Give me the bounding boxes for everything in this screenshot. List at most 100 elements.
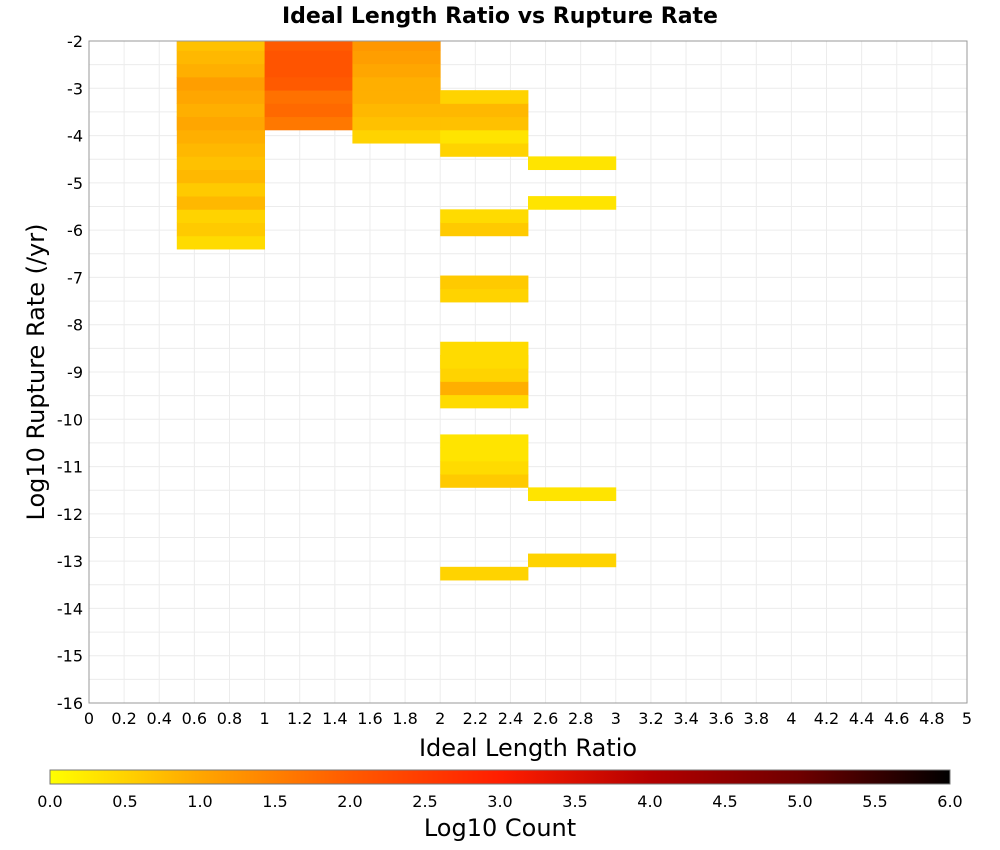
heatmap-cell [177, 24, 265, 38]
heatmap-cell [440, 434, 529, 449]
heatmap-cell [352, 116, 441, 131]
heatmap-cell [528, 553, 617, 568]
colorbar [49, 769, 951, 785]
heatmap-cell [440, 129, 529, 144]
heatmap-cell [264, 103, 353, 118]
heatmap-cell [704, 747, 792, 761]
heatmap-cell [352, 129, 441, 144]
heatmap-cell [440, 474, 529, 488]
colorbar-tick-label: 0.0 [37, 792, 62, 811]
heatmap-cell [176, 129, 265, 144]
x-tick-label: 3.4 [673, 709, 698, 728]
heatmap-cell [176, 169, 265, 184]
heatmap-cell [176, 103, 265, 118]
heatmap-cell [440, 460, 529, 475]
x-tick-label: 3.2 [638, 709, 663, 728]
heatmap-cell [528, 196, 617, 210]
x-tick-label: 0.6 [182, 709, 207, 728]
x-tick-label: 4.6 [884, 709, 909, 728]
heatmap-cell [264, 76, 353, 91]
chart-title: Ideal Length Ratio vs Rupture Rate [282, 4, 718, 29]
heatmap-cell [528, 487, 617, 502]
heatmap-cell [440, 116, 529, 131]
x-tick-label: 1.8 [392, 709, 417, 728]
heatmap-cell [440, 209, 529, 223]
heatmap-cell [176, 235, 265, 250]
x-tick-label: 3.8 [744, 709, 769, 728]
heatmap-cell [176, 63, 265, 78]
colorbar-tick-labels: 0.0 0.5 1.0 1.5 2.0 2.5 3.0 3.5 4.0 4.5 5.0 5.5 6.0 [37, 792, 962, 811]
heatmap-cell [177, 11, 265, 25]
heatmap-cell [440, 103, 529, 118]
heatmap-cell [176, 90, 265, 104]
y-tick-label: -9 [67, 363, 83, 382]
heatmap-cell [176, 76, 265, 91]
x-tick-label: 0.4 [147, 709, 172, 728]
heatmap-cell [352, 76, 441, 91]
colorbar-tick-label: 2.0 [337, 792, 362, 811]
x-tick-label: 4.2 [814, 709, 839, 728]
y-tick-label: -2 [67, 32, 83, 51]
x-tick-label: 1.6 [357, 709, 382, 728]
y-tick-label: -12 [57, 505, 83, 524]
heatmap-cell [264, 50, 353, 65]
heatmap-cell [440, 275, 529, 290]
y-tick-label: -13 [57, 552, 83, 571]
colorbar-tick-label: 4.5 [712, 792, 737, 811]
heatmap-cell [264, 90, 353, 104]
heatmap-cell [177, 11, 265, 25]
x-tick-label: 0.8 [217, 709, 242, 728]
heatmap-cells [176, 11, 792, 761]
heatmap-cell [176, 143, 265, 157]
heatmap-cell [440, 394, 529, 409]
heatmap-cell [176, 50, 265, 65]
heatmap-cell [176, 222, 265, 237]
heatmap-cell [440, 381, 529, 396]
x-tick-label: 2.4 [498, 709, 523, 728]
y-tick-label: -10 [57, 410, 83, 429]
y-tick-label: -11 [57, 458, 83, 477]
y-tick-label: -6 [67, 221, 83, 240]
heatmap-cell [528, 156, 617, 171]
x-tick-label: 4.8 [919, 709, 944, 728]
heatmap-cell [264, 116, 353, 131]
x-tick-label: 4.4 [849, 709, 874, 728]
colorbar-tick-label: 1.5 [262, 792, 287, 811]
heatmap-cell [264, 63, 353, 78]
x-tick-label: 2.8 [568, 709, 593, 728]
x-tick-label: 1.4 [322, 709, 347, 728]
y-tick-label: -5 [67, 174, 83, 193]
heatmap-cell [440, 222, 529, 237]
colorbar-tick-label: 3.5 [562, 792, 587, 811]
x-tick-label: 1.2 [287, 709, 312, 728]
heatmap-cell [440, 566, 529, 581]
colorbar-tick-label: 3.0 [487, 792, 512, 811]
colorbar-tick-label: 6.0 [937, 792, 962, 811]
heatmap-cell [352, 103, 441, 118]
y-axis-label: Log10 Rupture Rate (/yr) [22, 224, 50, 521]
colorbar-tick-label: 1.0 [187, 792, 212, 811]
x-tick-label: 5 [962, 709, 972, 728]
heatmap-cell [176, 41, 265, 51]
heatmap-cell [352, 63, 441, 78]
y-tick-label: -7 [67, 268, 83, 287]
heatmap-cell [440, 341, 529, 356]
colorbar-tick-label: 5.0 [787, 792, 812, 811]
heatmap-cell [265, 747, 353, 761]
colorbar-tick-label: 5.5 [862, 792, 887, 811]
x-tick-label: 3.6 [708, 709, 733, 728]
heatmap-cell [440, 354, 529, 369]
y-tick-labels: -2 -3 -4 -5 -6 -7 -8 -9 -10 -11 -12 -13 -14 -15 -16 [57, 32, 83, 713]
y-tick-label: -15 [57, 647, 83, 666]
heatmap-cell [440, 368, 529, 382]
x-tick-labels: 0 0.2 0.4 0.6 0.8 1 1.2 1.4 1.6 1.8 2 2.2 2.4 2.6 2.8 3… [84, 709, 972, 728]
heatmap-cell [177, 24, 265, 38]
heatmap-cell [440, 143, 529, 157]
colorbar-tick-label: 4.0 [637, 792, 662, 811]
heatmap-cell [352, 41, 441, 51]
y-tick-label: -4 [67, 127, 83, 146]
heatmap-cell [176, 116, 265, 131]
x-tick-label: 2 [435, 709, 445, 728]
heatmap-cell [352, 90, 441, 104]
